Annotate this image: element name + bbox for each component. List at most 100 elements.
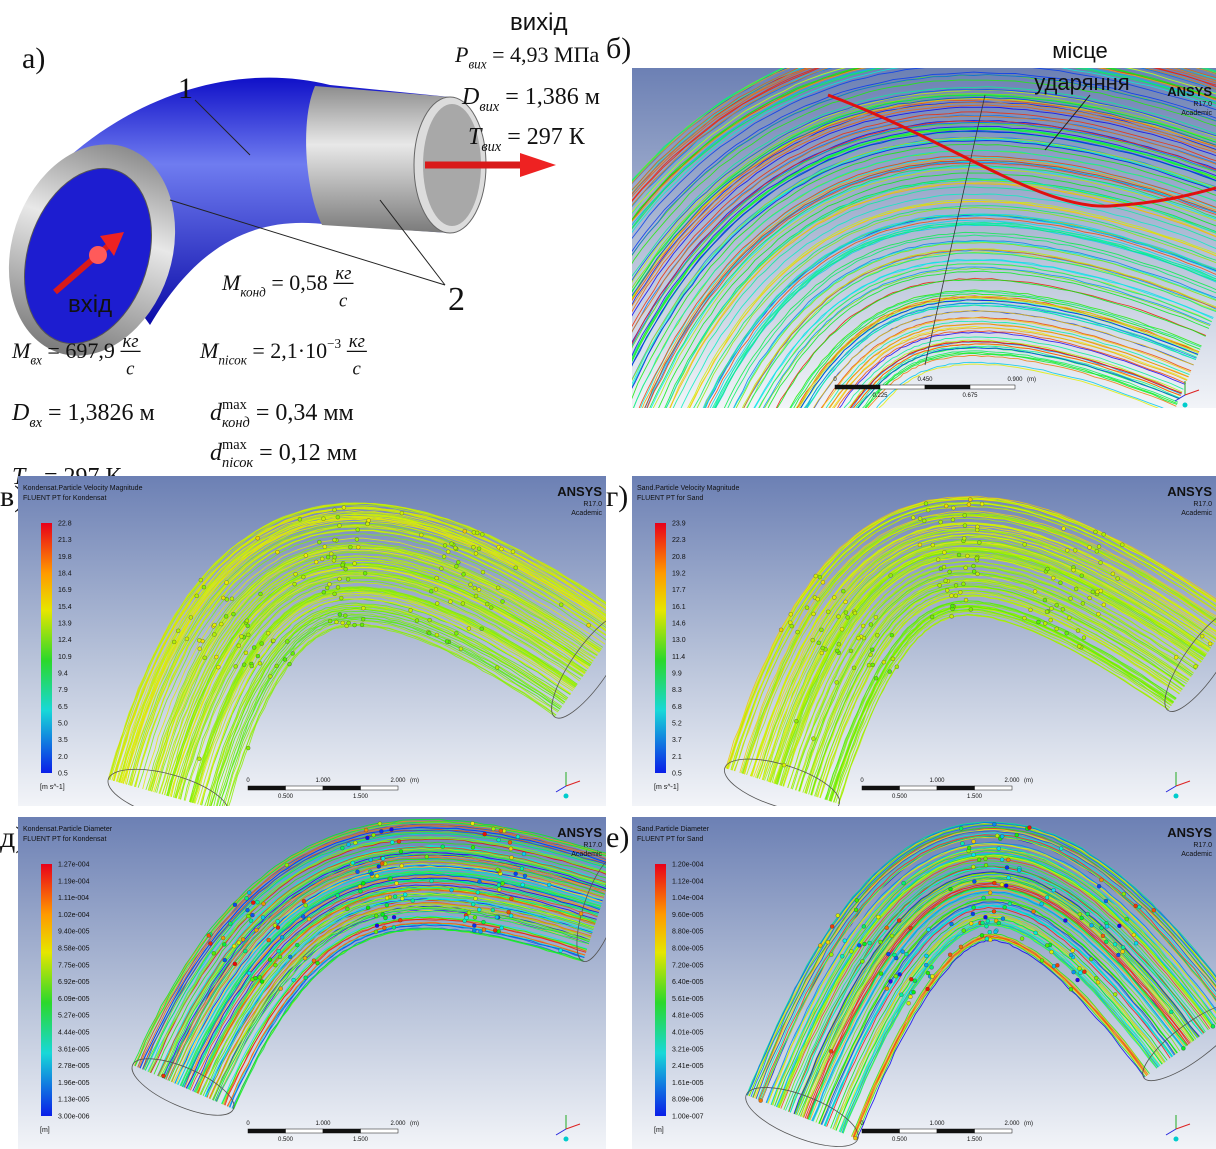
colorbar-label: 5.61e-005 <box>672 996 704 1003</box>
particle <box>510 855 514 859</box>
particle <box>295 943 299 947</box>
colorbar-label: 5.27e-005 <box>58 1013 90 1020</box>
particle <box>821 646 825 650</box>
panel-label: г) <box>606 480 628 513</box>
particle <box>262 902 266 906</box>
particle <box>1073 548 1077 552</box>
particle <box>789 612 793 616</box>
particle <box>400 864 404 868</box>
particle <box>381 856 385 860</box>
particle <box>841 589 845 593</box>
render-subtitle: FLUENT PT for Sand <box>637 836 703 843</box>
formula-part: вх <box>30 353 42 368</box>
render-subtitle: FLUENT PT for Kondensat <box>23 836 106 843</box>
particle <box>1017 868 1021 872</box>
formula-part: = 4,93 МПа <box>492 42 599 67</box>
particle <box>876 915 880 919</box>
particle <box>365 836 369 840</box>
particle <box>395 881 399 885</box>
particle <box>374 914 378 918</box>
colorbar-label: 2.41e-005 <box>672 1063 704 1070</box>
colorbar-label: 23.9 <box>672 521 686 528</box>
colorbar-label: 13.9 <box>58 621 72 628</box>
particle <box>840 954 844 958</box>
particle <box>1137 905 1141 909</box>
particle <box>474 897 478 901</box>
particle <box>829 953 833 957</box>
particle <box>516 835 520 839</box>
scale-segment <box>323 786 361 790</box>
particle <box>975 528 979 532</box>
particle <box>926 971 930 975</box>
particle <box>347 843 351 847</box>
render-title: Kondensat.Particle Velocity Magnitude <box>23 485 143 492</box>
colorbar-label: 1.00e-007 <box>672 1114 704 1121</box>
particle <box>1105 924 1109 928</box>
particle <box>316 961 320 965</box>
particle <box>885 987 889 991</box>
particle <box>475 531 479 535</box>
particle <box>860 959 864 963</box>
particle <box>1050 606 1054 610</box>
colorbar-label: 1.27e-004 <box>58 862 90 869</box>
particle <box>1000 883 1004 887</box>
particle <box>446 550 450 554</box>
particle <box>221 936 225 940</box>
particle <box>301 575 305 579</box>
particle <box>1099 589 1103 593</box>
particle <box>901 950 905 954</box>
particle <box>333 508 337 512</box>
particle <box>950 614 954 618</box>
particle <box>890 633 894 637</box>
particle <box>203 656 207 660</box>
colorbar-label: 18.4 <box>58 571 72 578</box>
particle <box>1063 918 1067 922</box>
particle <box>326 555 330 559</box>
colorbar-label: 22.3 <box>672 537 686 544</box>
colorbar-label: 3.21e-005 <box>672 1046 704 1053</box>
particle <box>1067 616 1071 620</box>
colorbar-label: 14.6 <box>672 621 686 628</box>
brand-edition: Academic <box>1181 110 1212 117</box>
panel-label: а) <box>22 42 45 75</box>
particle <box>477 547 481 551</box>
particle <box>346 577 350 581</box>
particle <box>268 958 272 962</box>
particle <box>453 546 457 550</box>
particle <box>782 763 786 767</box>
formula-part: = 0,12 мм <box>259 440 357 466</box>
particle <box>356 528 360 532</box>
scale-segment <box>975 1129 1013 1133</box>
particle <box>1099 561 1103 565</box>
formula-part: конд <box>240 285 266 300</box>
particle <box>456 560 460 564</box>
formula-part: = 2,1·10 <box>252 338 327 363</box>
scale-segment <box>361 1129 399 1133</box>
particle <box>293 582 297 586</box>
particle <box>826 610 830 614</box>
particle <box>247 971 251 975</box>
particle <box>234 664 238 668</box>
particle <box>1113 942 1117 946</box>
particle <box>969 921 973 925</box>
particle <box>275 664 279 668</box>
particle <box>980 933 984 937</box>
formula-part: пісок <box>222 455 253 471</box>
elbow-illustration <box>0 78 556 378</box>
brand-version: R17.0 <box>1193 101 1212 108</box>
particle <box>1089 923 1093 927</box>
particle <box>796 630 800 634</box>
particle <box>477 588 481 592</box>
scale-label: 1.000 <box>929 1121 945 1127</box>
particle <box>347 621 351 625</box>
particle <box>472 924 476 928</box>
particle <box>818 575 822 579</box>
particle <box>1036 620 1040 624</box>
particle <box>844 611 848 615</box>
particle <box>1000 858 1004 862</box>
particle <box>857 636 861 640</box>
particle <box>938 583 942 587</box>
colorbar-label: 2.78e-005 <box>58 1063 90 1070</box>
particle <box>969 607 973 611</box>
particle <box>399 850 403 854</box>
